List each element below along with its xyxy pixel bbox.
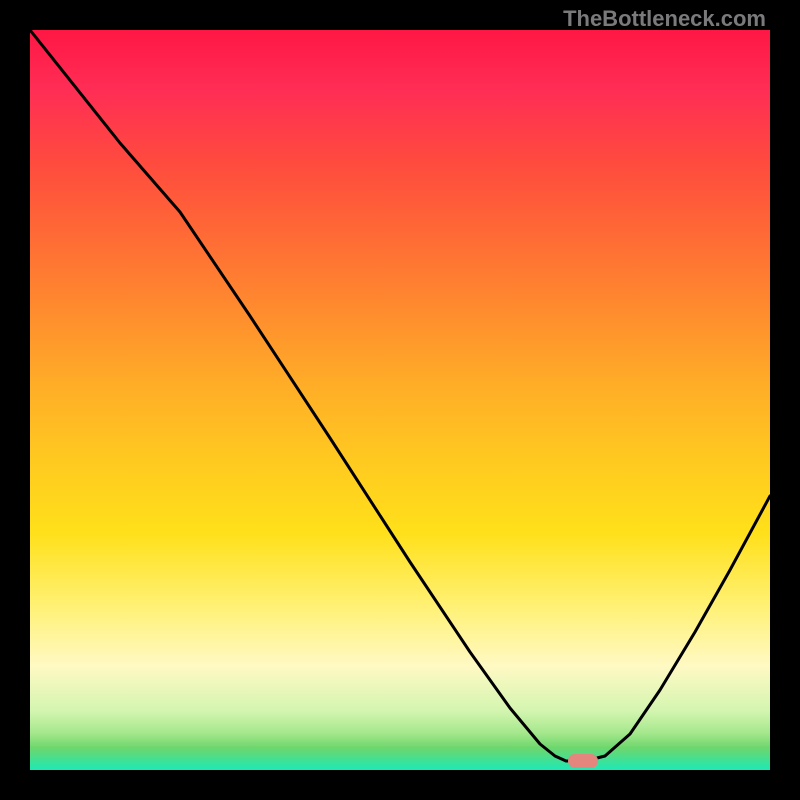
watermark-text: TheBottleneck.com (563, 6, 766, 32)
chart-gradient-background (30, 30, 770, 770)
optimum-marker (568, 754, 598, 768)
chart-plot-area (30, 30, 770, 770)
